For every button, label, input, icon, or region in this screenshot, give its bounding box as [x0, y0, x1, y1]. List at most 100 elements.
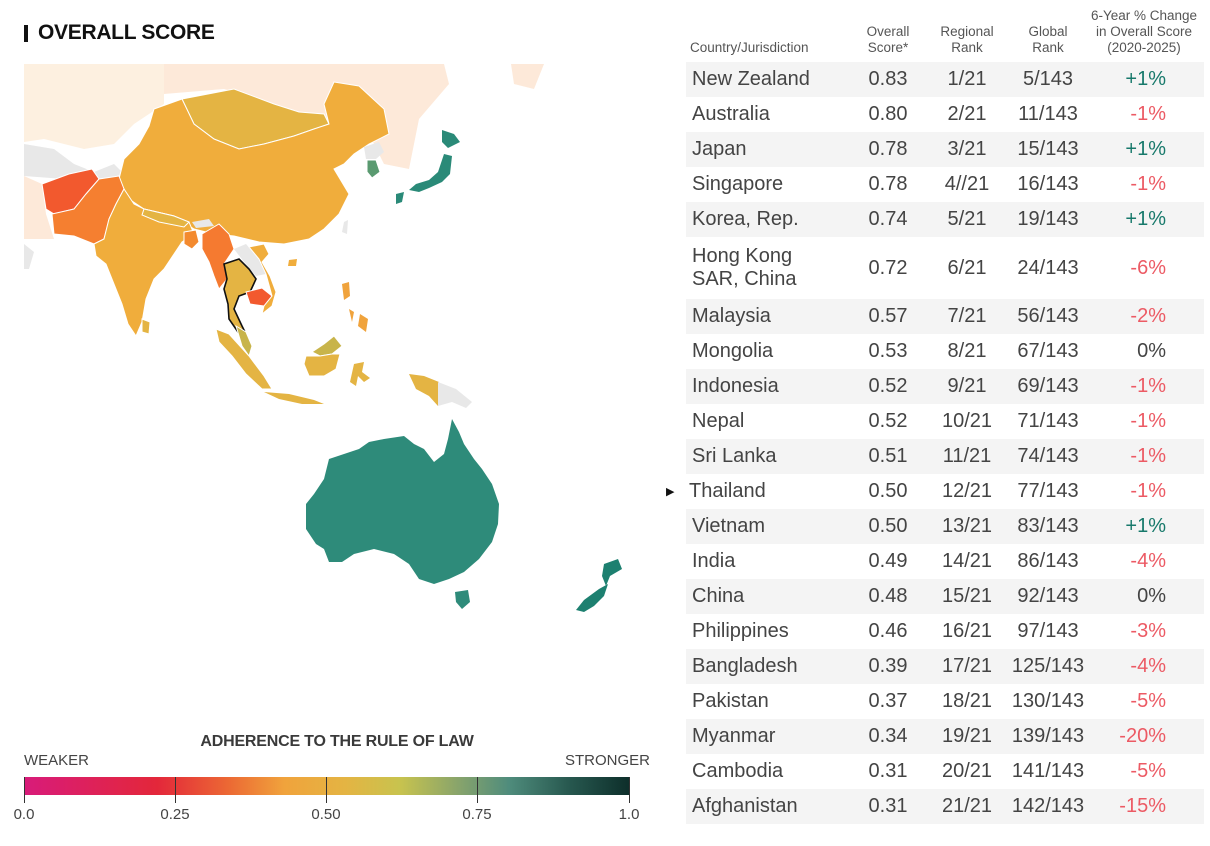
- regional-rank: 1/21: [947, 68, 987, 90]
- overall-score: 0.52: [868, 410, 908, 432]
- map-region-papua-new-guinea: [438, 382, 472, 408]
- overall-score: 0.57: [868, 305, 908, 327]
- legend-stronger-label: STRONGER: [564, 752, 650, 769]
- table-header: Country/Jurisdiction Overall Score* Regi…: [686, 0, 1204, 62]
- header-six-year-change[interactable]: 6-Year % Change in Overall Score (2020-2…: [1090, 8, 1198, 55]
- country-name: Mongolia: [692, 340, 774, 362]
- score-change: -4%: [1130, 655, 1166, 677]
- table-row[interactable]: Japan 0.78 3/21 15/143 +1%: [686, 132, 1204, 167]
- overall-score: 0.80: [868, 103, 908, 125]
- table-row[interactable]: New Zealand 0.83 1/21 5/143 +1%: [686, 62, 1204, 97]
- score-table: Country/Jurisdiction Overall Score* Regi…: [666, 0, 1204, 824]
- map-country-indonesia-sulawesi[interactable]: [350, 362, 370, 386]
- country-name: Cambodia: [692, 760, 784, 782]
- map-country-new-zealand[interactable]: [576, 559, 622, 612]
- map-country-australia-tasmania[interactable]: [455, 590, 470, 609]
- regional-rank: 20/21: [941, 760, 993, 782]
- regional-rank: 5/21: [947, 208, 987, 230]
- map-country-india[interactable]: [93, 188, 195, 338]
- global-rank: 77/143: [1017, 480, 1079, 502]
- score-change: -1%: [1130, 410, 1166, 432]
- score-change: -6%: [1130, 256, 1166, 279]
- choropleth-map[interactable]: [24, 64, 634, 654]
- score-change: -4%: [1130, 550, 1166, 572]
- legend-gradient-bar: [24, 777, 630, 795]
- table-row[interactable]: Philippines 0.46 16/21 97/143 -3%: [686, 614, 1204, 649]
- table-row[interactable]: Pakistan 0.37 18/21 130/143 -5%: [686, 684, 1204, 719]
- table-row[interactable]: China 0.48 15/21 92/143 0%: [686, 579, 1204, 614]
- table-row[interactable]: Australia 0.80 2/21 11/143 -1%: [686, 97, 1204, 132]
- map-country-indonesia-sumatra[interactable]: [215, 328, 273, 390]
- global-rank: 24/143: [1017, 256, 1079, 279]
- table-row[interactable]: Indonesia 0.52 9/21 69/143 -1%: [686, 369, 1204, 404]
- table-row[interactable]: Bangladesh 0.39 17/21 125/143 -4%: [686, 649, 1204, 684]
- header-overall-score[interactable]: Overall Score*: [866, 24, 910, 55]
- regional-rank: 11/21: [942, 445, 992, 467]
- table-row-selected[interactable]: ▶ Thailand 0.50 12/21 77/143 -1%: [666, 474, 1204, 509]
- global-rank: 125/143: [1011, 655, 1085, 677]
- map-country-vietnam[interactable]: [248, 243, 277, 316]
- country-name: Philippines: [692, 620, 789, 642]
- map-country-australia[interactable]: [306, 419, 499, 584]
- score-change: +1%: [1125, 68, 1166, 90]
- map-region-central-asia: [24, 144, 124, 182]
- overall-score: 0.49: [868, 550, 908, 572]
- map-country-indonesia-java[interactable]: [264, 392, 324, 404]
- map-country-malaysia-borneo[interactable]: [311, 335, 343, 357]
- header-regional-rank[interactable]: Regional Rank: [940, 24, 994, 55]
- map-country-japan[interactable]: [396, 130, 460, 204]
- regional-rank: 4//21: [944, 173, 990, 195]
- table-row[interactable]: Singapore 0.78 4//21 16/143 -1%: [686, 167, 1204, 202]
- overall-score: 0.31: [868, 795, 908, 817]
- country-name: Korea, Rep.: [692, 208, 799, 230]
- regional-rank: 2/21: [947, 103, 987, 125]
- regional-rank: 16/21: [941, 620, 993, 642]
- map-country-bangladesh[interactable]: [183, 229, 200, 250]
- score-change: +1%: [1125, 515, 1166, 537]
- header-global-rank[interactable]: Global Rank: [1028, 24, 1068, 55]
- title-text: OVERALL SCORE: [38, 21, 215, 44]
- header-country[interactable]: Country/Jurisdiction: [690, 40, 809, 55]
- legend-tick-label: 0.75: [462, 806, 492, 823]
- table-row[interactable]: Vietnam 0.50 13/21 83/143 +1%: [686, 509, 1204, 544]
- overall-score: 0.50: [868, 515, 908, 537]
- map-country-korea[interactable]: [366, 159, 381, 179]
- map-region-kazakhstan: [24, 64, 164, 149]
- overall-score: 0.37: [868, 690, 908, 712]
- map-country-thailand[interactable]: [223, 258, 257, 336]
- country-name: Sri Lanka: [692, 445, 777, 467]
- map-country-malaysia[interactable]: [235, 324, 253, 358]
- global-rank: 139/143: [1011, 725, 1085, 747]
- table-row[interactable]: Malaysia 0.57 7/21 56/143 -2%: [686, 299, 1204, 334]
- regional-rank: 14/21: [941, 550, 993, 572]
- score-change: -3%: [1130, 620, 1166, 642]
- table-row[interactable]: Cambodia 0.31 20/21 141/143 -5%: [686, 754, 1204, 789]
- score-change: -1%: [1130, 375, 1166, 397]
- table-row[interactable]: Myanmar 0.34 19/21 139/143 -20%: [686, 719, 1204, 754]
- map-country-philippines[interactable]: [342, 282, 368, 332]
- regional-rank: 13/21: [941, 515, 993, 537]
- table-row[interactable]: Sri Lanka 0.51 11/21 74/143 -1%: [686, 439, 1204, 474]
- score-change: -1%: [1130, 445, 1166, 467]
- table-row[interactable]: Korea, Rep. 0.74 5/21 19/143 +1%: [686, 202, 1204, 237]
- map-country-sri-lanka[interactable]: [141, 318, 151, 335]
- map-country-indonesia-papua[interactable]: [409, 374, 439, 406]
- color-legend: ADHERENCE TO THE RULE OF LAW WEAKER STRO…: [14, 733, 650, 833]
- table-row[interactable]: Nepal 0.52 10/21 71/143 -1%: [686, 404, 1204, 439]
- table-row[interactable]: India 0.49 14/21 86/143 -4%: [686, 544, 1204, 579]
- regional-rank: 19/21: [941, 725, 993, 747]
- table-row[interactable]: Hong Kong SAR, China 0.72 6/21 24/143 -6…: [686, 237, 1204, 299]
- regional-rank: 15/21: [941, 585, 993, 607]
- global-rank: 97/143: [1017, 620, 1079, 642]
- map-country-china[interactable]: [118, 81, 390, 245]
- country-name: Singapore: [692, 173, 784, 195]
- score-change: -20%: [1119, 725, 1166, 747]
- score-change: -15%: [1119, 795, 1166, 817]
- regional-rank: 18/21: [941, 690, 993, 712]
- country-name: Bangladesh: [692, 655, 798, 677]
- map-country-indonesia-borneo[interactable]: [303, 353, 341, 377]
- table-row[interactable]: Mongolia 0.53 8/21 67/143 0%: [686, 334, 1204, 369]
- country-name: India: [692, 550, 736, 572]
- table-row[interactable]: Afghanistan 0.31 21/21 142/143 -15%: [686, 789, 1204, 824]
- map-country-nepal[interactable]: [141, 208, 190, 228]
